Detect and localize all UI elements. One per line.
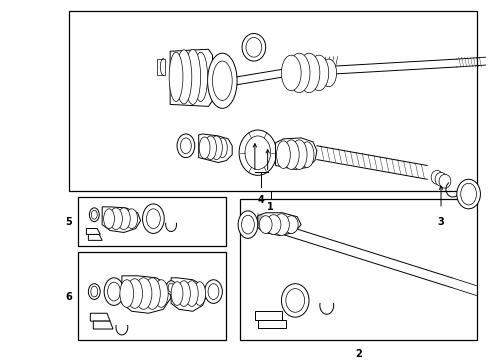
- Ellipse shape: [127, 279, 143, 308]
- Polygon shape: [199, 134, 232, 162]
- Ellipse shape: [177, 134, 195, 158]
- Polygon shape: [170, 49, 213, 107]
- Polygon shape: [69, 11, 477, 192]
- Ellipse shape: [205, 136, 217, 159]
- Ellipse shape: [283, 140, 299, 170]
- Ellipse shape: [242, 33, 266, 61]
- Polygon shape: [78, 252, 226, 341]
- Ellipse shape: [239, 130, 276, 175]
- Ellipse shape: [205, 280, 222, 303]
- Polygon shape: [157, 59, 165, 75]
- Ellipse shape: [110, 208, 122, 230]
- Polygon shape: [258, 213, 301, 235]
- Ellipse shape: [143, 204, 164, 233]
- Polygon shape: [88, 234, 102, 240]
- Ellipse shape: [298, 53, 320, 93]
- Ellipse shape: [246, 37, 262, 57]
- Ellipse shape: [91, 286, 98, 297]
- Ellipse shape: [208, 53, 237, 108]
- Ellipse shape: [169, 52, 183, 102]
- Polygon shape: [240, 199, 477, 341]
- Ellipse shape: [166, 281, 176, 294]
- Ellipse shape: [281, 284, 309, 317]
- Ellipse shape: [461, 183, 476, 205]
- Ellipse shape: [276, 141, 290, 168]
- Ellipse shape: [211, 136, 222, 159]
- Ellipse shape: [135, 278, 152, 309]
- Ellipse shape: [108, 282, 121, 301]
- Polygon shape: [78, 197, 226, 247]
- Ellipse shape: [104, 209, 115, 229]
- Polygon shape: [102, 207, 141, 233]
- Ellipse shape: [208, 284, 219, 300]
- Polygon shape: [275, 138, 317, 170]
- Ellipse shape: [457, 179, 480, 209]
- Ellipse shape: [218, 138, 227, 158]
- Text: 4: 4: [257, 195, 264, 205]
- Ellipse shape: [284, 216, 298, 233]
- Ellipse shape: [281, 55, 301, 91]
- Ellipse shape: [180, 138, 191, 154]
- Ellipse shape: [245, 136, 270, 170]
- Ellipse shape: [431, 170, 443, 184]
- Ellipse shape: [266, 215, 281, 234]
- Ellipse shape: [194, 282, 206, 305]
- Ellipse shape: [120, 280, 134, 307]
- Ellipse shape: [273, 214, 289, 235]
- Ellipse shape: [147, 209, 160, 229]
- Ellipse shape: [154, 280, 168, 307]
- Ellipse shape: [213, 61, 232, 100]
- Ellipse shape: [176, 50, 192, 104]
- Ellipse shape: [300, 142, 314, 167]
- Ellipse shape: [104, 278, 124, 305]
- Ellipse shape: [88, 284, 100, 300]
- Polygon shape: [171, 278, 207, 311]
- Polygon shape: [255, 311, 282, 320]
- Polygon shape: [90, 313, 110, 321]
- Text: 3: 3: [438, 217, 444, 227]
- Ellipse shape: [259, 216, 272, 233]
- Ellipse shape: [286, 289, 305, 312]
- Ellipse shape: [126, 209, 138, 229]
- Ellipse shape: [242, 215, 254, 234]
- Ellipse shape: [291, 140, 307, 170]
- Ellipse shape: [89, 208, 99, 222]
- Ellipse shape: [185, 281, 198, 306]
- Ellipse shape: [171, 282, 183, 305]
- Text: 6: 6: [65, 292, 72, 302]
- Polygon shape: [86, 229, 100, 234]
- Ellipse shape: [309, 55, 329, 91]
- Ellipse shape: [199, 137, 210, 159]
- Ellipse shape: [439, 174, 451, 188]
- Ellipse shape: [118, 208, 130, 230]
- Ellipse shape: [435, 172, 447, 186]
- Polygon shape: [122, 276, 171, 313]
- Ellipse shape: [91, 210, 97, 219]
- Ellipse shape: [168, 283, 174, 292]
- Text: 5: 5: [65, 217, 72, 227]
- Ellipse shape: [238, 211, 258, 238]
- Ellipse shape: [288, 53, 310, 93]
- Polygon shape: [258, 320, 286, 328]
- Polygon shape: [93, 321, 113, 329]
- Ellipse shape: [185, 49, 201, 104]
- Ellipse shape: [321, 59, 337, 87]
- Ellipse shape: [145, 278, 160, 309]
- Text: 2: 2: [355, 349, 362, 359]
- Ellipse shape: [194, 52, 208, 102]
- Text: 1: 1: [267, 202, 274, 212]
- Ellipse shape: [177, 281, 190, 306]
